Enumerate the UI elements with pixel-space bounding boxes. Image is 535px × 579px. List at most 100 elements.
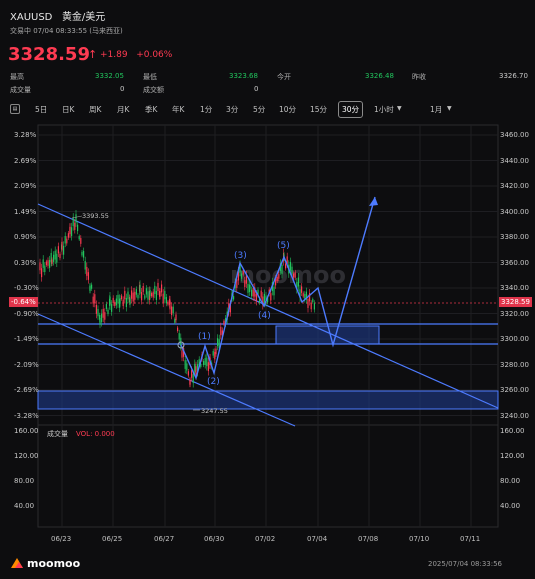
candle-body <box>89 285 91 291</box>
candle-body <box>101 313 103 323</box>
period-1min[interactable]: 1分 <box>200 105 213 114</box>
candle-body <box>204 358 206 365</box>
period-1month[interactable]: 1月 <box>430 105 443 114</box>
candle-body <box>200 363 202 368</box>
candle-body <box>42 259 44 268</box>
period-week[interactable]: 周K <box>89 105 102 114</box>
candle-body <box>223 320 225 325</box>
candle-body <box>257 289 259 295</box>
candle-body <box>217 338 219 347</box>
candle-body <box>304 293 306 300</box>
volume-tick-label: 120.00 <box>500 452 525 460</box>
candle-body <box>221 330 223 337</box>
volume-tick-label: 80.00 <box>14 477 35 485</box>
candle-body <box>293 273 295 278</box>
left-tick-label: 1.49% <box>14 207 37 216</box>
low-value: 3323.68 <box>229 72 258 80</box>
candle-body <box>244 280 246 288</box>
candle-body <box>218 339 220 349</box>
period-quarter[interactable]: 季K <box>145 105 158 114</box>
candle-body <box>186 363 188 371</box>
candle-body <box>229 304 231 313</box>
volume-value: 0 <box>120 85 125 93</box>
candle-body <box>105 304 107 309</box>
chevron-down-icon[interactable]: ▼ <box>447 105 452 112</box>
candle-body <box>80 238 82 244</box>
calendar-icon[interactable]: ▤ <box>10 104 20 114</box>
candle-body <box>67 233 69 238</box>
low-label: 最低 <box>143 73 157 81</box>
candle-body <box>75 214 77 223</box>
candle-body <box>198 359 200 366</box>
candle-body <box>233 296 235 300</box>
candle-body <box>99 318 101 325</box>
left-tick-label: -2.09% <box>14 360 39 369</box>
candle-body <box>47 260 49 266</box>
elliott-wave-path <box>180 196 376 381</box>
period-15min[interactable]: 15分 <box>310 105 328 114</box>
candle-body <box>294 272 296 278</box>
prev-close-label: 昨收 <box>412 73 426 81</box>
candle-body <box>154 285 156 295</box>
candle-body <box>155 290 157 300</box>
candle-body <box>135 289 137 295</box>
chevron-down-icon[interactable]: ▼ <box>397 105 402 112</box>
right-tick-label: 3360.00 <box>500 258 529 267</box>
candle-body <box>215 348 217 355</box>
price-chart[interactable]: moomoo (1) (2) (3) (4) (5) 3393.55 3247.… <box>0 120 535 550</box>
period-5d[interactable]: 5日 <box>35 105 48 114</box>
candle-body <box>59 253 61 259</box>
period-5min[interactable]: 5分 <box>253 105 266 114</box>
candle-body <box>241 273 243 279</box>
candle-body <box>212 351 214 356</box>
left-tick-label: -0.90% <box>14 309 39 318</box>
arrow-up-icon: ↑ <box>88 48 98 61</box>
candle-body <box>86 266 88 276</box>
candle-body <box>174 319 176 323</box>
volume-chart-frame <box>37 424 499 528</box>
volume-tick-label: 160.00 <box>500 427 525 435</box>
period-1hour[interactable]: 1小时 <box>374 105 394 114</box>
candle-body <box>214 352 216 360</box>
candle-body <box>63 245 65 255</box>
right-tick-label: 3400.00 <box>500 207 529 216</box>
x-tick-label: 07/02 <box>255 535 276 543</box>
wave-label-3: (3) <box>234 251 247 261</box>
candle-body <box>92 296 94 304</box>
candle-body <box>161 284 163 293</box>
left-tick-label: 0.30% <box>14 258 37 267</box>
candle-body <box>125 298 127 307</box>
candle-body <box>305 291 307 300</box>
period-30min[interactable]: 30分 <box>338 101 364 118</box>
candle-body <box>312 299 314 303</box>
x-tick-label: 06/25 <box>102 535 123 543</box>
left-tick-label: -2.69% <box>14 386 39 394</box>
candle-body <box>145 288 147 295</box>
candle-body <box>262 296 264 306</box>
period-day[interactable]: 日K <box>62 105 75 114</box>
candle-body <box>313 303 315 310</box>
candle-body <box>121 295 123 300</box>
candle-body <box>94 294 96 303</box>
candle-body <box>44 265 46 273</box>
candle-body <box>239 264 241 273</box>
candle-body <box>206 357 208 367</box>
right-tick-label: 3440.00 <box>500 156 529 165</box>
right-tick-label: 3300.00 <box>500 335 529 343</box>
candle-body <box>45 261 47 266</box>
candlesticks <box>39 210 315 388</box>
candle-body <box>260 290 262 298</box>
candle-body <box>137 294 139 299</box>
period-3min[interactable]: 3分 <box>226 105 239 114</box>
candle-body <box>309 293 311 302</box>
period-10min[interactable]: 10分 <box>279 105 297 114</box>
period-month[interactable]: 月K <box>117 105 130 114</box>
candle-body <box>127 291 129 300</box>
high-value: 3332.05 <box>95 72 124 80</box>
x-tick-label: 07/08 <box>358 535 379 543</box>
volume-tick-label: 40.00 <box>14 502 35 510</box>
period-year[interactable]: 年K <box>172 105 185 114</box>
candle-body <box>87 272 89 280</box>
left-tick-label: 2.69% <box>14 156 37 165</box>
candle-body <box>177 327 179 332</box>
